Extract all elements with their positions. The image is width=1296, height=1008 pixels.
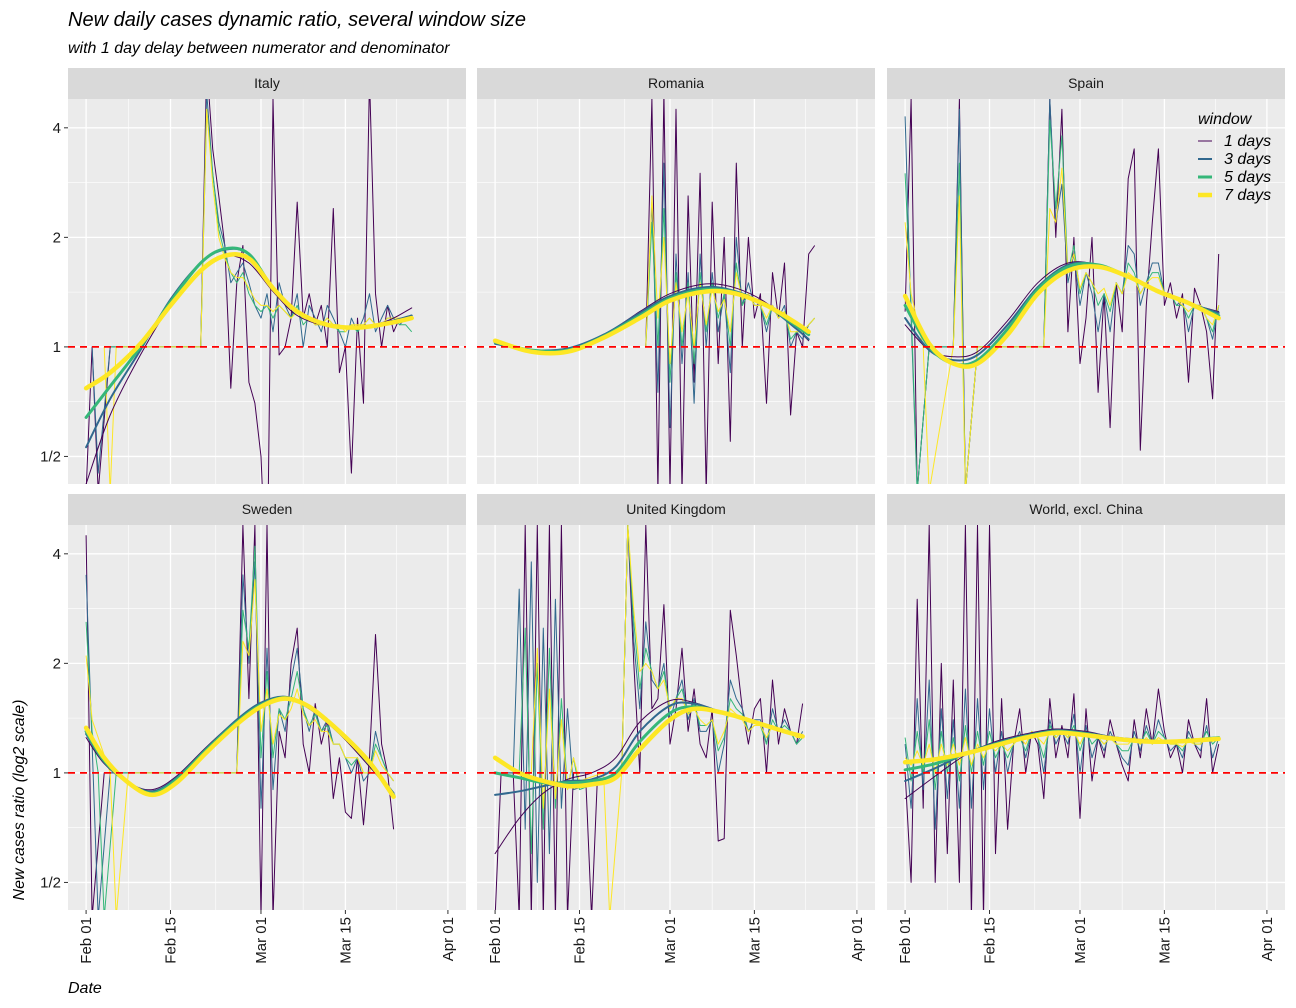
y-tick-label: 1/2 xyxy=(40,448,61,465)
panel-romania: Romania xyxy=(477,68,875,484)
x-tick-label: Apr 01 xyxy=(849,917,866,961)
panel-plot-area xyxy=(68,525,466,910)
x-tick-label: Mar 15 xyxy=(337,917,354,964)
smooth-line-7-days xyxy=(902,730,1221,765)
panel-united-kingdom: United Kingdom Feb 01 Feb 15 Mar 01 Mar 15 Ap… xyxy=(477,494,875,964)
series-line-1-days xyxy=(645,99,816,484)
series-line-1-days xyxy=(85,99,412,484)
x-tick-label: Mar 01 xyxy=(253,917,270,964)
panel-strip xyxy=(68,494,466,525)
panel-strip-label: Italy xyxy=(254,75,280,91)
x-tick-label: Mar 15 xyxy=(1156,917,1173,964)
panel-strip xyxy=(68,68,466,99)
panel-background xyxy=(68,525,466,910)
panel-strip-label: United Kingdom xyxy=(626,501,726,517)
x-tick-label: Mar 15 xyxy=(746,917,763,964)
panel-strip xyxy=(477,494,875,525)
smooth-line-7-days xyxy=(83,252,414,391)
x-tick-label: Mar 01 xyxy=(662,917,679,964)
x-tick-label: Apr 01 xyxy=(1259,917,1276,961)
chart-subtitle: with 1 day delay between numerator and d… xyxy=(68,40,450,57)
panel-plot-area xyxy=(477,99,875,484)
panel-plot-area xyxy=(887,525,1285,910)
panel-world-excl-china: World, excl. China Feb 01 Feb 15 Mar 01 Mar … xyxy=(887,494,1285,964)
x-tick-label: Feb 01 xyxy=(487,917,504,964)
panel-strip-label: Sweden xyxy=(242,501,293,517)
panel-strip xyxy=(887,68,1285,99)
panel-italy: Italy 1/2 1 2 4 xyxy=(40,68,466,484)
x-tick-label: Apr 01 xyxy=(440,917,457,961)
panel-spain: Spain xyxy=(887,68,1285,484)
panel-sweden: Sweden 1/2 1 2 4 Feb 01 Feb 15 Mar 01 Mar 15 Apr … xyxy=(40,494,466,964)
smooth-line-7-days xyxy=(492,706,805,789)
y-tick-label: 2 xyxy=(53,655,61,672)
panel-background xyxy=(887,99,1285,484)
legend-label: 1 days xyxy=(1224,133,1271,150)
series-line-7-days xyxy=(530,525,803,910)
x-tick-label: Feb 01 xyxy=(897,917,914,964)
y-axis-label: New cases ratio (log2 scale) xyxy=(11,700,28,901)
panel-background xyxy=(68,99,466,484)
panels-grid: Italy 1/2 1 2 4 Romania Spain Sweden 1/2 1 2 4 Feb 0… xyxy=(40,68,1285,964)
panel-plot-area xyxy=(68,99,466,484)
series-line-1-days xyxy=(85,525,395,910)
legend-label: 7 days xyxy=(1224,187,1271,204)
panel-plot-area xyxy=(887,99,1285,484)
y-tick-label: 1/2 xyxy=(40,874,61,891)
panel-plot-area xyxy=(477,525,875,910)
y-tick-label: 1 xyxy=(53,765,61,782)
panel-strip-label: Spain xyxy=(1068,75,1104,91)
x-tick-label: Feb 01 xyxy=(78,917,95,964)
smooth-line-7-days xyxy=(83,696,396,799)
x-tick-label: Mar 01 xyxy=(1072,917,1089,964)
x-axis-label: Date xyxy=(68,980,102,997)
panel-strip xyxy=(887,494,1285,525)
panel-strip-label: Romania xyxy=(648,75,704,91)
panel-strip xyxy=(477,68,875,99)
smooth-line-7-days xyxy=(492,288,811,356)
chart-title: New daily cases dynamic ratio, several w… xyxy=(68,9,526,31)
legend-label: 5 days xyxy=(1224,169,1271,186)
series-line-1-days xyxy=(494,525,804,910)
panel-strip-label: World, excl. China xyxy=(1029,501,1143,517)
y-tick-label: 4 xyxy=(53,546,61,563)
legend-title: window xyxy=(1198,111,1253,128)
legend-label: 3 days xyxy=(1224,151,1271,168)
series-line-3-days xyxy=(91,99,412,474)
x-tick-label: Feb 15 xyxy=(572,917,589,964)
x-tick-label: Feb 15 xyxy=(982,917,999,964)
x-tick-label: Feb 15 xyxy=(163,917,180,964)
y-tick-label: 2 xyxy=(53,229,61,246)
y-tick-label: 4 xyxy=(53,120,61,137)
smooth-line-7-days xyxy=(902,264,1221,369)
series-line-7-days xyxy=(904,167,1220,484)
y-tick-label: 1 xyxy=(53,339,61,356)
